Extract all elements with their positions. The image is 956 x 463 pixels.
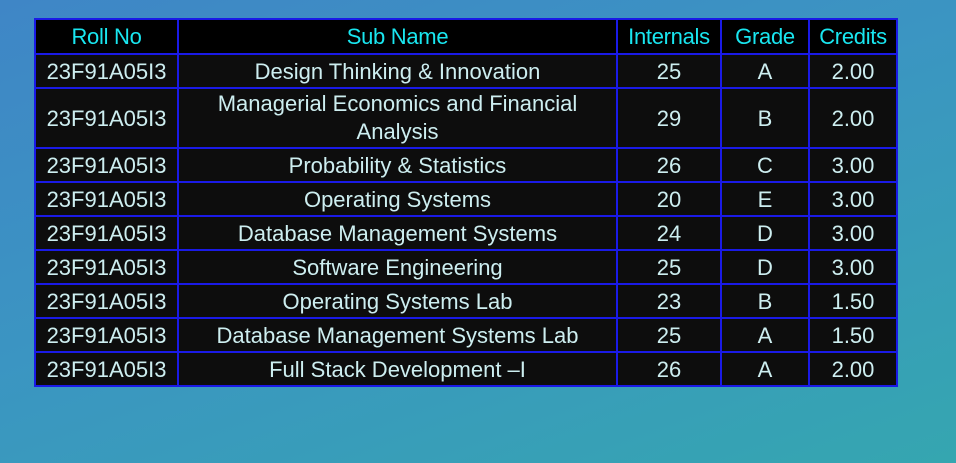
cell-subject: Operating Systems: [177, 181, 618, 217]
cell-internals: 29: [616, 87, 722, 149]
cell-subject: Full Stack Development –I: [177, 351, 618, 387]
cell-subject: Design Thinking & Innovation: [177, 53, 618, 89]
cell-roll-no: 23F91A05I3: [34, 215, 179, 251]
cell-roll-no: 23F91A05I3: [34, 351, 179, 387]
header-grade: Grade: [720, 18, 810, 55]
table-header: Roll No Sub Name Internals Grade Credits: [34, 18, 898, 55]
cell-roll-no: 23F91A05I3: [34, 87, 179, 149]
cell-internals: 20: [616, 181, 722, 217]
cell-subject: Database Management Systems Lab: [177, 317, 618, 353]
cell-credits: 3.00: [808, 147, 898, 183]
cell-credits: 2.00: [808, 351, 898, 387]
header-roll-no: Roll No: [34, 18, 179, 55]
header-row: Roll No Sub Name Internals Grade Credits: [34, 18, 898, 55]
cell-internals: 23: [616, 283, 722, 319]
cell-grade: A: [720, 317, 810, 353]
cell-grade: B: [720, 283, 810, 319]
cell-roll-no: 23F91A05I3: [34, 181, 179, 217]
cell-grade: D: [720, 215, 810, 251]
header-internals: Internals: [616, 18, 722, 55]
table-row: 23F91A05I3 Database Management Systems 2…: [34, 215, 898, 251]
cell-grade: B: [720, 87, 810, 149]
cell-internals: 26: [616, 147, 722, 183]
cell-credits: 2.00: [808, 87, 898, 149]
cell-subject: Managerial Economics and Financial Analy…: [177, 87, 618, 149]
cell-subject: Software Engineering: [177, 249, 618, 285]
table-row: 23F91A05I3 Operating Systems 20 E 3.00: [34, 181, 898, 217]
cell-internals: 24: [616, 215, 722, 251]
cell-roll-no: 23F91A05I3: [34, 283, 179, 319]
cell-credits: 3.00: [808, 249, 898, 285]
cell-credits: 3.00: [808, 181, 898, 217]
table-row: 23F91A05I3 Managerial Economics and Fina…: [34, 87, 898, 149]
cell-credits: 2.00: [808, 53, 898, 89]
cell-internals: 26: [616, 351, 722, 387]
cell-roll-no: 23F91A05I3: [34, 53, 179, 89]
cell-roll-no: 23F91A05I3: [34, 147, 179, 183]
cell-internals: 25: [616, 249, 722, 285]
cell-internals: 25: [616, 53, 722, 89]
cell-internals: 25: [616, 317, 722, 353]
cell-credits: 1.50: [808, 283, 898, 319]
cell-grade: E: [720, 181, 810, 217]
cell-credits: 1.50: [808, 317, 898, 353]
cell-roll-no: 23F91A05I3: [34, 317, 179, 353]
cell-subject: Probability & Statistics: [177, 147, 618, 183]
table-row: 23F91A05I3 Probability & Statistics 26 C…: [34, 147, 898, 183]
results-table: Roll No Sub Name Internals Grade Credits…: [34, 18, 898, 387]
table-row: 23F91A05I3 Software Engineering 25 D 3.0…: [34, 249, 898, 285]
cell-roll-no: 23F91A05I3: [34, 249, 179, 285]
cell-subject: Database Management Systems: [177, 215, 618, 251]
cell-grade: A: [720, 351, 810, 387]
table-body: 23F91A05I3 Design Thinking & Innovation …: [34, 53, 898, 387]
cell-grade: C: [720, 147, 810, 183]
cell-credits: 3.00: [808, 215, 898, 251]
header-credits: Credits: [808, 18, 898, 55]
cell-subject: Operating Systems Lab: [177, 283, 618, 319]
cell-grade: D: [720, 249, 810, 285]
table-row: 23F91A05I3 Operating Systems Lab 23 B 1.…: [34, 283, 898, 319]
table-row: 23F91A05I3 Database Management Systems L…: [34, 317, 898, 353]
table-row: 23F91A05I3 Full Stack Development –I 26 …: [34, 351, 898, 387]
header-sub-name: Sub Name: [177, 18, 618, 55]
table-row: 23F91A05I3 Design Thinking & Innovation …: [34, 53, 898, 89]
cell-grade: A: [720, 53, 810, 89]
